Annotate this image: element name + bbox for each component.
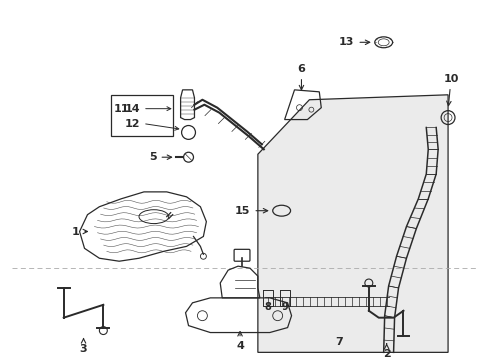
Text: 13: 13 <box>338 37 369 47</box>
Text: 9: 9 <box>281 302 288 312</box>
Text: 5: 5 <box>149 152 171 162</box>
Text: 14: 14 <box>125 104 141 114</box>
Text: 8: 8 <box>264 302 271 312</box>
Text: 6: 6 <box>297 64 305 90</box>
Text: 1: 1 <box>72 226 87 237</box>
Text: 4: 4 <box>236 332 244 351</box>
Text: 15: 15 <box>235 206 267 216</box>
Polygon shape <box>257 95 447 352</box>
Text: 10: 10 <box>443 74 458 105</box>
Text: 2: 2 <box>382 344 390 359</box>
Text: 3: 3 <box>80 338 87 354</box>
Text: 12: 12 <box>125 118 141 129</box>
Text: 7: 7 <box>335 337 342 347</box>
Text: 11: 11 <box>113 104 128 114</box>
